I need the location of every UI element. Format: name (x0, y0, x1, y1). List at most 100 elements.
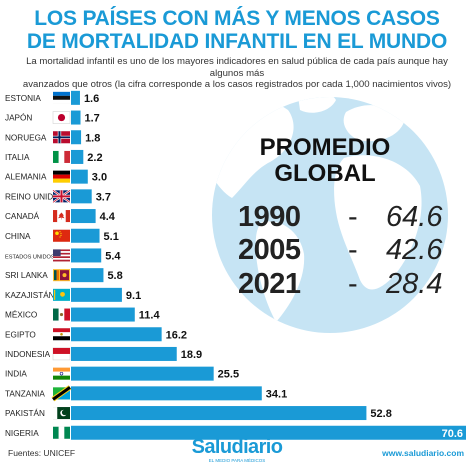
estonia-flag-icon (53, 91, 70, 104)
country-label: SRI LANKA (5, 271, 48, 280)
bar (71, 90, 80, 105)
country-label: JAPÓN (5, 113, 32, 123)
footer-url[interactable]: www.saludiario.com (382, 448, 464, 458)
bar (71, 327, 162, 342)
bar-row: REINO UNIDO 3.7 (5, 189, 111, 204)
bar-row: TANZANIA 34.1 (5, 385, 287, 402)
country-label: REINO UNIDO (5, 192, 60, 201)
footer-source: Fuentes: UNICEF (8, 448, 76, 458)
average-row-1990: 1990 - 64.6 (238, 201, 458, 233)
average-value: 28.4 (386, 268, 443, 300)
country-label: CHINA (5, 232, 31, 241)
title-line-1: LOS PAÍSES CON MÁS Y MENOS CASOS (34, 7, 440, 30)
bar (71, 228, 100, 243)
average-title-line-2: GLOBAL (274, 160, 376, 187)
kazakhstan-flag-icon (53, 288, 70, 301)
value-label: 25.5 (218, 369, 239, 381)
bar (71, 149, 84, 164)
pakistan-flag-icon (53, 407, 70, 420)
average-year: 2021 (238, 268, 301, 300)
norway-flag-icon (53, 131, 70, 144)
continent-south-america (255, 221, 305, 322)
bar (71, 169, 88, 184)
value-label: 1.7 (85, 113, 100, 125)
value-label: 5.8 (107, 270, 122, 282)
bar (71, 189, 92, 204)
bar-row: KAZAJISTÁN 9.1 (5, 287, 141, 302)
country-label: ALEMANIA (5, 173, 47, 182)
usa-flag-icon (53, 249, 70, 262)
bar-row: CHINA 5.1 (5, 228, 119, 243)
bar (71, 406, 367, 421)
japan-flag-icon (52, 111, 71, 124)
continent-greenland (298, 97, 336, 113)
continent-africa (334, 155, 422, 290)
value-label: 11.4 (139, 310, 161, 322)
country-label: TANZANIA (5, 389, 45, 398)
country-label: CANADÁ (5, 211, 40, 221)
bar-row: INDIA 25.5 (5, 366, 239, 381)
title-line-2: DE MORTALIDAD INFANTIL EN EL MUNDO (26, 30, 448, 53)
country-label: NIGERIA (5, 429, 39, 438)
bar (71, 110, 81, 125)
subtitle-line-2: avanzados que otros (la cifra correspond… (22, 79, 452, 90)
average-year: 2005 (238, 234, 301, 266)
country-label: ESTADOS UNIDOS (5, 254, 55, 260)
bar (71, 248, 102, 263)
value-label: 34.1 (266, 388, 287, 400)
continent-europe (343, 105, 404, 142)
bar-row: PAKISTÁN 52.8 (5, 406, 392, 421)
value-label: 4.4 (100, 211, 116, 223)
bar-row: ITALIA 2.2 (5, 149, 103, 164)
value-label: 52.8 (370, 408, 391, 420)
canada-flag-icon (53, 210, 70, 223)
bar-row: INDONESIA 18.9 (5, 346, 202, 361)
country-label: INDIA (5, 370, 27, 379)
uk-flag-icon (52, 189, 71, 204)
average-row-2021: 2021 - 28.4 (238, 268, 458, 300)
average-value: 64.6 (386, 201, 443, 233)
bar (71, 268, 104, 283)
value-label: 1.6 (84, 93, 99, 105)
bar-row: CANADÁ 4.4 (5, 209, 116, 224)
srilanka-flag-icon (53, 269, 70, 282)
bar (71, 307, 135, 322)
bar (71, 287, 122, 302)
country-label: KAZAJISTÁN (5, 290, 55, 300)
bar-row: NORUEGA 1.8 (5, 130, 100, 145)
bar-row: ESTADOS UNIDOS 5.4 (5, 248, 121, 263)
bar (71, 346, 177, 361)
china-flag-icon (53, 229, 70, 242)
egypt-flag-icon (53, 328, 70, 341)
country-label: INDONESIA (5, 350, 51, 359)
bar (71, 130, 82, 145)
tanzania-flag-icon (51, 385, 72, 402)
average-dash: - (348, 268, 358, 300)
bar-row: EGIPTO 16.2 (5, 327, 187, 342)
average-value: 42.6 (386, 234, 443, 266)
bar-row: ALEMANIA 3.0 (5, 169, 107, 184)
country-label: NORUEGA (5, 133, 47, 142)
average-dash: - (348, 201, 358, 233)
germany-flag-icon (53, 170, 70, 183)
country-label: PAKISTÁN (5, 408, 45, 418)
value-label: 9.1 (126, 290, 141, 302)
mexico-flag-icon (53, 308, 70, 321)
value-label: 3.7 (96, 191, 111, 203)
average-year: 1990 (238, 201, 301, 233)
value-label: 1.8 (85, 132, 100, 144)
india-flag-icon (53, 367, 70, 380)
bar-row: MÉXICO 11.4 (5, 307, 161, 322)
value-label: 5.4 (105, 250, 121, 262)
nigeria-flag-icon (53, 426, 70, 439)
subtitle-line-1: La mortalidad infantil es uno de los may… (26, 56, 448, 79)
value-label: 5.1 (104, 231, 119, 243)
bar-row: SRI LANKA 5.8 (5, 268, 123, 283)
country-label: MÉXICO (5, 310, 37, 320)
indonesia-flag-icon (52, 347, 71, 361)
value-label: 16.2 (166, 329, 187, 341)
value-label: 3.0 (92, 172, 107, 184)
bar (71, 209, 96, 224)
